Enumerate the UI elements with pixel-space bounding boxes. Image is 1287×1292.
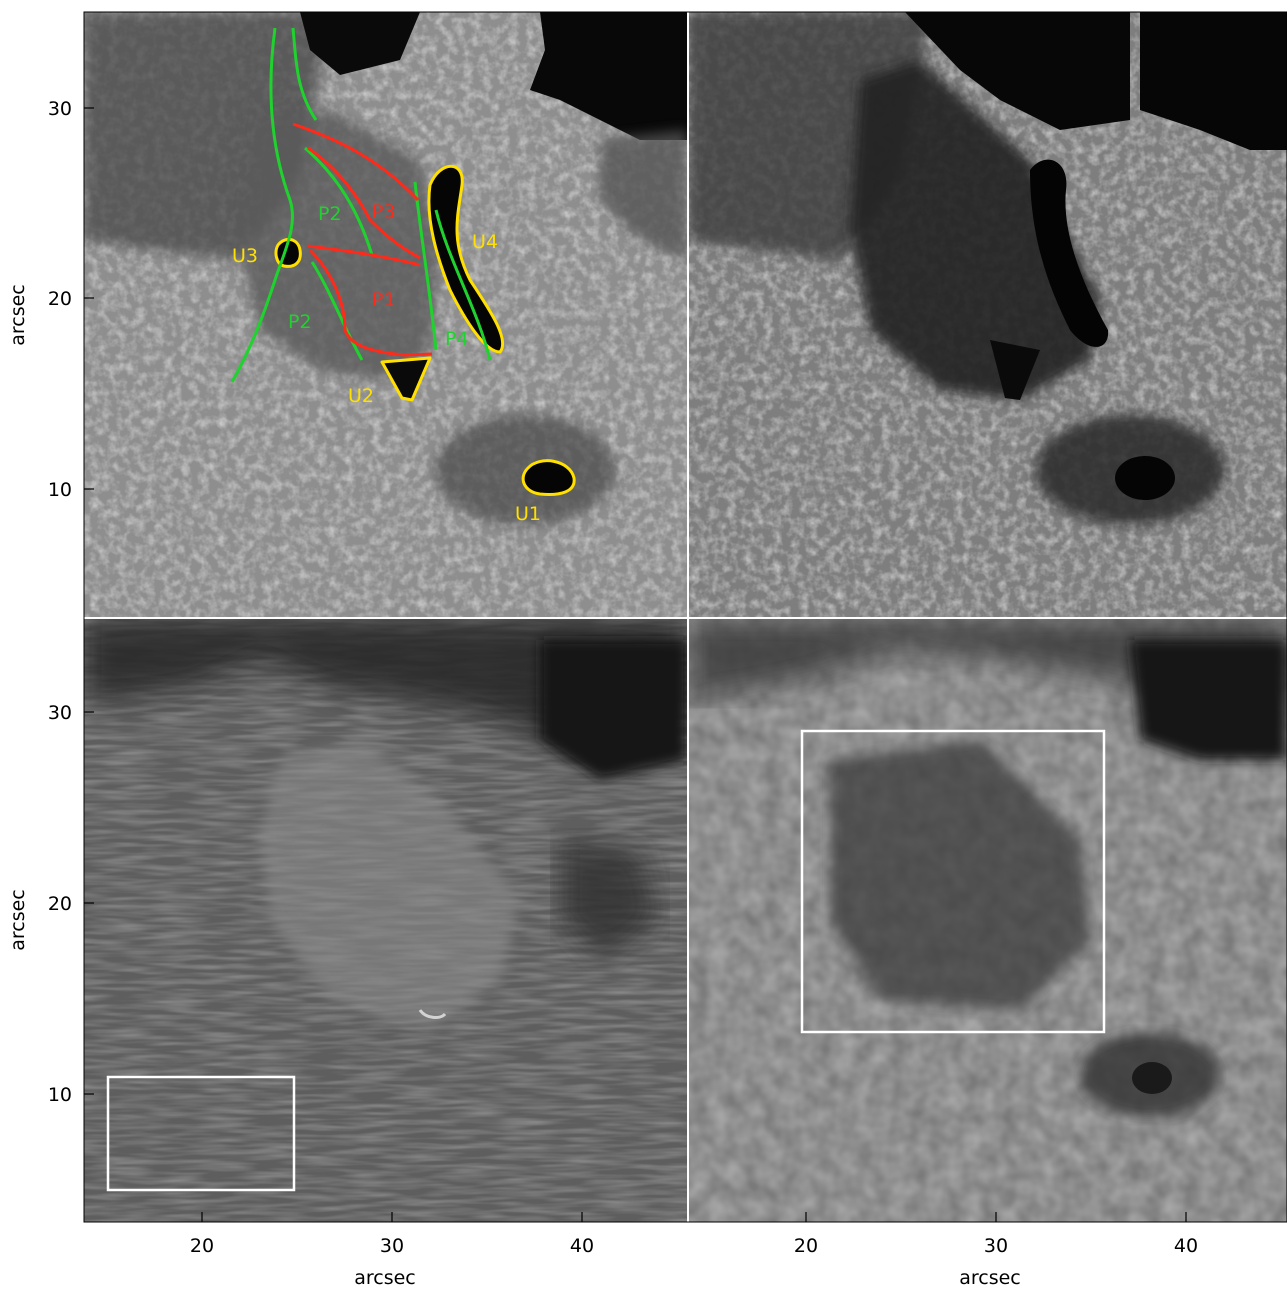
label-u4: U4	[472, 231, 498, 253]
label-u2: U2	[348, 385, 374, 407]
y-tick-bottom-30: 30	[48, 702, 72, 724]
contour-u4	[427, 164, 505, 354]
box-zoom-region	[800, 729, 1106, 1034]
y-tick-bottom-10: 10	[48, 1084, 72, 1106]
contour-p4-right	[434, 209, 492, 361]
contour-u1	[521, 459, 576, 496]
label-p1: P1	[372, 289, 396, 311]
contour-u2	[380, 356, 432, 402]
contour-p2-left	[230, 27, 294, 383]
label-u1: U1	[515, 503, 541, 525]
y-tick-bottom-20: 20	[48, 893, 72, 915]
label-p3: P3	[372, 201, 396, 223]
panel-bottom-left	[84, 619, 687, 1222]
x-tick-right-30: 30	[984, 1235, 1008, 1257]
x-axis-title-left: arcsec	[354, 1267, 416, 1289]
x-tick-left-30: 30	[380, 1235, 404, 1257]
x-tick-left-40: 40	[570, 1235, 594, 1257]
x-tick-left-20: 20	[190, 1235, 214, 1257]
contour-p3-low	[307, 146, 421, 260]
label-p2-lower: P2	[288, 311, 312, 333]
contour-p2-right	[291, 27, 318, 121]
panel-top-right	[689, 12, 1287, 617]
panel-top-left: U3 U4 U2 U1 P2 P2 P4 P3 P1	[84, 12, 687, 617]
contour-u3	[274, 237, 302, 268]
contour-p2-mid	[304, 146, 374, 256]
panel-bottom-right	[689, 619, 1287, 1222]
contour-p1-top	[307, 244, 421, 267]
label-u3: U3	[232, 245, 258, 267]
contour-p3-top	[292, 122, 420, 202]
label-p2-upper: P2	[318, 203, 342, 225]
label-p4: P4	[445, 328, 469, 350]
y-tick-top-30: 30	[48, 98, 72, 120]
x-axis-title-right: arcsec	[959, 1267, 1021, 1289]
y-tick-top-20: 20	[48, 288, 72, 310]
box-quiet-region	[106, 1075, 296, 1192]
x-tick-right-20: 20	[794, 1235, 818, 1257]
contour-p1-outer	[308, 248, 433, 357]
tick-marks	[84, 107, 1187, 1222]
y-axis-title-bottom: arcsec	[7, 889, 29, 951]
contour-p2-low	[310, 261, 364, 361]
x-tick-right-40: 40	[1174, 1235, 1198, 1257]
frame	[83, 11, 1287, 1223]
y-axis-title-top: arcsec	[7, 284, 29, 346]
y-tick-top-10: 10	[48, 479, 72, 501]
